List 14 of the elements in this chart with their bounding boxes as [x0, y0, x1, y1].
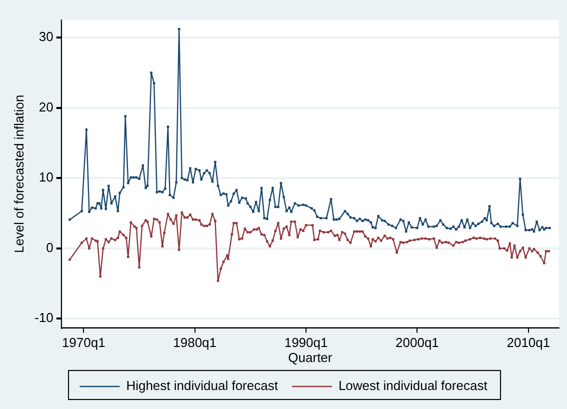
- y-tick-label: 0: [46, 240, 54, 255]
- x-tick-label: 2010q1: [506, 335, 550, 350]
- x-tick-label: 1970q1: [62, 335, 106, 350]
- x-tick-label: 1990q1: [284, 335, 328, 350]
- y-tick-label: -10: [34, 310, 54, 326]
- x-tick-label: 2000q1: [396, 335, 439, 350]
- x-tick-label: 1980q1: [173, 335, 217, 350]
- x-axis-title: Quarter: [288, 350, 333, 365]
- y-axis-title: Level of forecasted inflation: [11, 94, 26, 254]
- legend-label: Highest individual forecast: [126, 378, 278, 394]
- y-tick-label: 30: [38, 29, 54, 44]
- y-tick-label: 20: [38, 99, 54, 114]
- legend-label: Lowest individual forecast: [338, 378, 488, 394]
- y-tick-label: 10: [38, 170, 54, 185]
